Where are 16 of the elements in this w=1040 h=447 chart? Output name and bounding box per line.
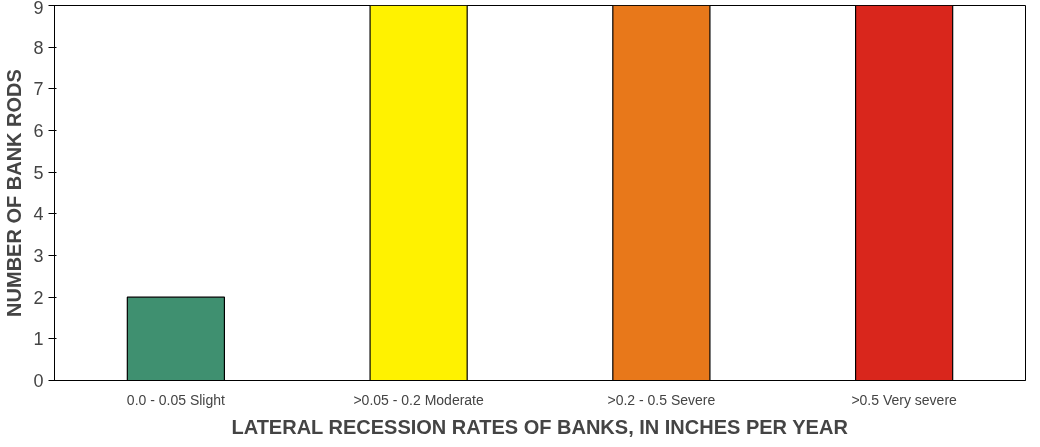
y-tick-label: 8 [33,37,44,58]
x-tick-label: >0.05 - 0.2 Moderate [353,391,485,408]
y-tick-label: 6 [33,121,44,141]
y-tick-label: 4 [33,204,44,225]
x-tick-label: 0.0 - 0.05 Slight [126,391,226,408]
x-tick-label: >0.2 - 0.5 Severe [607,391,716,408]
y-tick-label: 9 [33,0,44,18]
y-tick-label: 3 [33,246,44,266]
x-axis-title: LATERAL RECESSION RATES OF BANKS, IN INCHES PER YEAR [231,415,849,438]
y-tick-label: 5 [33,162,44,183]
y-tick-label: 7 [33,79,44,100]
y-tick-label: 0 [33,371,44,391]
y-tick-label: 2 [33,287,44,308]
y-tick-label: 1 [33,329,44,350]
y-axis-title: NUMBER OF BANK RODS [3,69,26,317]
x-tick-label: >0.5 Very severe [851,391,958,408]
